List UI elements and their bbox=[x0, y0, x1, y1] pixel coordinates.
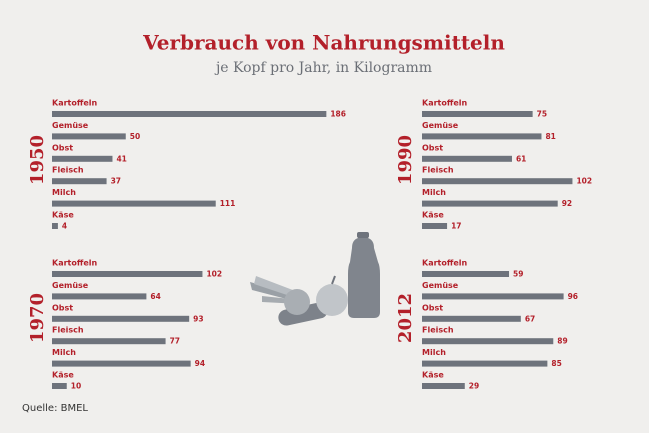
year-label: 1950 bbox=[27, 135, 48, 185]
value-label: 92 bbox=[562, 199, 572, 208]
bar bbox=[422, 360, 548, 367]
value-label: 59 bbox=[513, 270, 523, 279]
category-label: Gemüse bbox=[422, 121, 459, 130]
value-label: 111 bbox=[220, 199, 236, 208]
category-label: Obst bbox=[52, 143, 73, 152]
category-label: Kartoffeln bbox=[52, 259, 98, 268]
category-label: Käse bbox=[422, 211, 444, 220]
category-label: Fleisch bbox=[422, 326, 454, 335]
category-label: Käse bbox=[52, 371, 74, 380]
value-label: 41 bbox=[116, 154, 126, 163]
category-label: Milch bbox=[52, 188, 76, 197]
value-label: 85 bbox=[551, 359, 561, 368]
value-label: 186 bbox=[330, 110, 346, 119]
category-label: Kartoffeln bbox=[52, 99, 98, 108]
value-label: 75 bbox=[537, 110, 547, 119]
bar bbox=[52, 178, 107, 185]
bar bbox=[52, 338, 166, 345]
value-label: 102 bbox=[576, 177, 592, 186]
value-label: 37 bbox=[111, 177, 121, 186]
bar bbox=[422, 271, 510, 277]
category-label: Kartoffeln bbox=[422, 259, 468, 268]
bar bbox=[422, 133, 542, 140]
category-label: Fleisch bbox=[52, 166, 84, 175]
bar bbox=[422, 293, 564, 300]
category-label: Obst bbox=[422, 303, 443, 312]
category-label: Milch bbox=[422, 188, 446, 197]
chart-subtitle: je Kopf pro Jahr, in Kilogramm bbox=[214, 60, 432, 76]
source: Quelle: BMEL bbox=[22, 403, 88, 414]
value-label: 64 bbox=[150, 292, 160, 301]
value-label: 50 bbox=[130, 132, 140, 141]
value-label: 77 bbox=[170, 337, 180, 346]
food-illustration bbox=[250, 232, 380, 326]
category-label: Kartoffeln bbox=[422, 99, 468, 108]
bar bbox=[422, 223, 448, 229]
bar bbox=[422, 155, 512, 162]
value-label: 94 bbox=[195, 359, 205, 368]
category-label: Obst bbox=[422, 143, 443, 152]
bar bbox=[422, 338, 554, 345]
value-label: 4 bbox=[62, 222, 67, 231]
value-label: 61 bbox=[516, 154, 526, 163]
bar bbox=[422, 315, 521, 322]
category-label: Fleisch bbox=[52, 326, 84, 335]
bar bbox=[52, 200, 216, 207]
value-label: 93 bbox=[193, 314, 203, 323]
year-label: 2012 bbox=[395, 293, 416, 343]
category-label: Milch bbox=[52, 348, 76, 357]
value-label: 17 bbox=[451, 222, 461, 231]
bar bbox=[422, 200, 558, 207]
category-label: Käse bbox=[422, 371, 444, 380]
bar bbox=[422, 178, 573, 185]
bar bbox=[52, 155, 113, 162]
bar bbox=[52, 223, 58, 229]
value-label: 81 bbox=[545, 132, 555, 141]
category-label: Gemüse bbox=[422, 281, 459, 290]
bar bbox=[52, 271, 203, 277]
value-label: 102 bbox=[206, 270, 222, 279]
category-label: Gemüse bbox=[52, 281, 89, 290]
value-label: 29 bbox=[469, 382, 479, 391]
bar bbox=[52, 111, 327, 117]
year-label: 1970 bbox=[27, 293, 48, 343]
bar bbox=[52, 360, 191, 367]
bar bbox=[422, 111, 533, 117]
bar bbox=[52, 315, 190, 322]
bar bbox=[422, 383, 465, 389]
category-label: Fleisch bbox=[422, 166, 454, 175]
category-label: Gemüse bbox=[52, 121, 89, 130]
value-label: 89 bbox=[557, 337, 567, 346]
value-label: 10 bbox=[71, 382, 81, 391]
category-label: Milch bbox=[422, 348, 446, 357]
bar bbox=[52, 133, 126, 140]
value-label: 96 bbox=[568, 292, 578, 301]
category-label: Obst bbox=[52, 303, 73, 312]
bar bbox=[52, 383, 67, 389]
bar bbox=[52, 293, 147, 300]
chart-title: Verbrauch von Nahrungsmitteln bbox=[142, 31, 505, 55]
year-label: 1990 bbox=[395, 135, 416, 185]
value-label: 67 bbox=[525, 314, 535, 323]
category-label: Käse bbox=[52, 211, 74, 220]
